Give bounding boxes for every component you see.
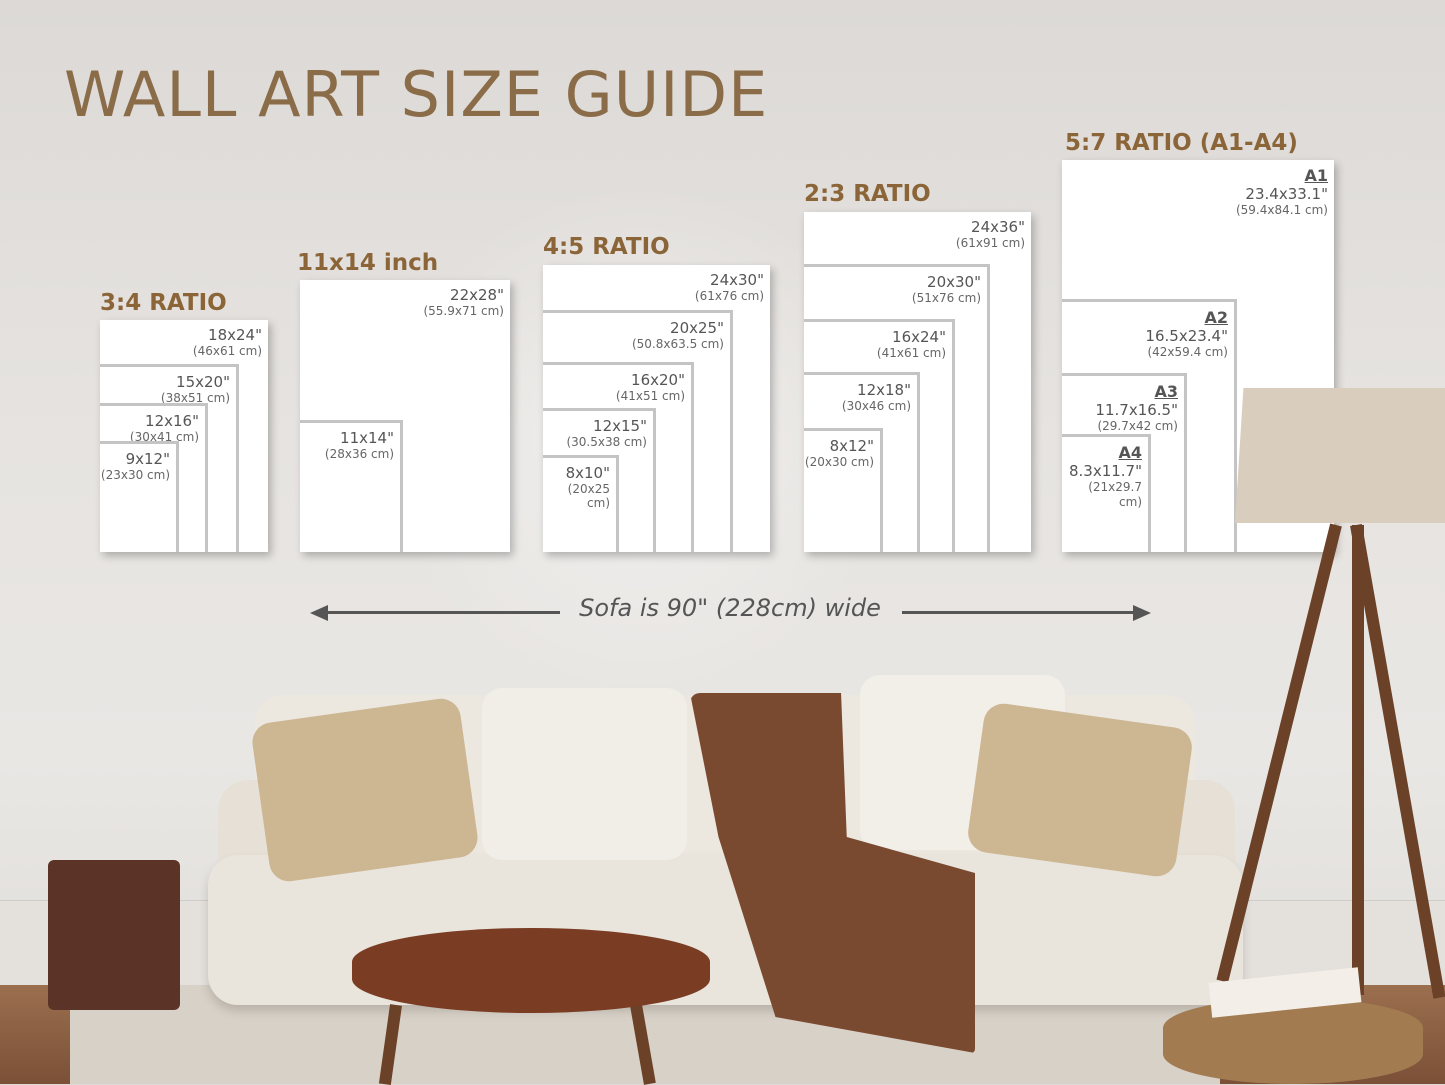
- size-inches: 18x24": [208, 326, 262, 344]
- page-title: WALL ART SIZE GUIDE: [64, 58, 769, 131]
- frame-label: A3 11.7x16.5" (29.7x42 cm): [1095, 382, 1178, 434]
- frame-size: A4 8.3x11.7" (21x29.7 cm): [1062, 434, 1151, 552]
- size-cm: (55.9x71 cm): [423, 304, 504, 318]
- frame-size: 9x12" (23x30 cm): [100, 441, 179, 552]
- ratio-heading: 2:3 RATIO: [804, 181, 931, 207]
- frame-label: 12x15" (30.5x38 cm): [566, 417, 647, 449]
- ratio-heading: 4:5 RATIO: [543, 234, 670, 260]
- arrow-right-icon: [1133, 605, 1151, 621]
- frame-label: 9x12" (23x30 cm): [101, 450, 170, 482]
- ratio-heading: 3:4 RATIO: [100, 290, 227, 316]
- frame-label: 11x14" (28x36 cm): [325, 429, 394, 461]
- size-cm: (21x29.7 cm): [1088, 480, 1142, 509]
- arrow-left-icon: [310, 605, 328, 621]
- ratio-heading: 11x14 inch: [297, 250, 439, 276]
- frame-label: 18x24" (46x61 cm): [193, 326, 262, 358]
- size-cm: (51x76 cm): [911, 291, 981, 305]
- size-inches: 24x30": [710, 271, 764, 289]
- frame-label: 24x36" (61x91 cm): [956, 218, 1025, 250]
- lamp-shade: [1235, 388, 1445, 523]
- frame-label: 22x28" (55.9x71 cm): [423, 286, 504, 318]
- size-cm: (50.8x63.5 cm): [631, 337, 724, 351]
- size-cm: (29.7x42 cm): [1097, 419, 1178, 434]
- size-inches: 15x20": [176, 373, 230, 391]
- size-cm: (30x41 cm): [129, 430, 199, 444]
- frame-label: 16x24" (41x61 cm): [877, 328, 946, 360]
- arrow-right-line: [902, 611, 1135, 614]
- size-cm: (23x30 cm): [100, 468, 170, 482]
- size-cm: (41x51 cm): [615, 389, 685, 403]
- sofa-width-caption: Sofa is 90" (228cm) wide: [579, 594, 881, 622]
- frame-size: 8x10" (20x25 cm): [543, 455, 619, 552]
- size-inches: 22x28": [450, 286, 504, 304]
- frame-size: 8x12" (20x30 cm): [804, 428, 883, 552]
- magazine-rack: [48, 860, 180, 1010]
- size-cm: (61x76 cm): [694, 289, 764, 303]
- frame-label: 12x18" (30x46 cm): [842, 381, 911, 413]
- size-inches: 16x20": [631, 371, 685, 389]
- size-cm: (42x59.4 cm): [1147, 345, 1228, 360]
- size-inches: 16.5x23.4": [1145, 327, 1228, 346]
- size-cm: (30x46 cm): [841, 399, 911, 413]
- size-inches: 9x12": [125, 450, 170, 468]
- size-inches: 12x16": [145, 412, 199, 430]
- arrow-left-line: [325, 611, 560, 614]
- lamp-leg: [1352, 525, 1364, 995]
- size-inches: 24x36": [971, 218, 1025, 236]
- size-inches: 12x15": [593, 417, 647, 435]
- size-inches: 11.7x16.5": [1095, 401, 1178, 420]
- size-inches: 23.4x33.1": [1245, 185, 1328, 204]
- paper-name: A4: [1118, 443, 1142, 462]
- size-inches: 8x10": [565, 464, 610, 482]
- frame-label: 8x12" (20x30 cm): [805, 437, 874, 469]
- frame-label: 20x30" (51x76 cm): [912, 273, 981, 305]
- frame-label: 20x25" (50.8x63.5 cm): [632, 319, 724, 351]
- paper-name: A1: [1304, 166, 1328, 185]
- paper-name: A2: [1204, 308, 1228, 327]
- rattan-pouf: [1163, 998, 1423, 1084]
- frame-size: 11x14" (28x36 cm): [300, 420, 403, 552]
- frame-label: 24x30" (61x76 cm): [695, 271, 764, 303]
- size-inches: 8.3x11.7": [1068, 462, 1142, 481]
- size-inches: 11x14": [340, 429, 394, 447]
- size-cm: (41x61 cm): [876, 346, 946, 360]
- frame-label: 8x10" (20x25 cm): [543, 464, 610, 511]
- pillow: [482, 688, 687, 860]
- size-cm: (46x61 cm): [192, 344, 262, 358]
- size-inches: 12x18": [857, 381, 911, 399]
- frame-label: A1 23.4x33.1" (59.4x84.1 cm): [1236, 166, 1328, 218]
- pillow: [249, 696, 481, 884]
- frame-label: A4 8.3x11.7" (21x29.7 cm): [1062, 443, 1142, 509]
- wood-coffee-table: [352, 928, 710, 1013]
- size-inches: 8x12": [829, 437, 874, 455]
- frame-label: 15x20" (38x51 cm): [161, 373, 230, 405]
- size-inches: 20x25": [670, 319, 724, 337]
- size-cm: (30.5x38 cm): [566, 435, 647, 449]
- size-inches: 16x24": [892, 328, 946, 346]
- size-cm: (38x51 cm): [160, 391, 230, 405]
- frame-label: 12x16" (30x41 cm): [130, 412, 199, 444]
- size-cm: (59.4x84.1 cm): [1235, 203, 1328, 218]
- frame-label: A2 16.5x23.4" (42x59.4 cm): [1145, 308, 1228, 360]
- frame-label: 16x20" (41x51 cm): [616, 371, 685, 403]
- size-cm: (61x91 cm): [955, 236, 1025, 250]
- size-cm: (20x25 cm): [567, 482, 610, 511]
- size-inches: 20x30": [927, 273, 981, 291]
- size-cm: (28x36 cm): [324, 447, 394, 461]
- pillow: [965, 701, 1195, 879]
- paper-name: A3: [1154, 382, 1178, 401]
- ratio-heading: 5:7 RATIO (A1-A4): [1065, 130, 1298, 156]
- size-cm: (20x30 cm): [804, 455, 874, 469]
